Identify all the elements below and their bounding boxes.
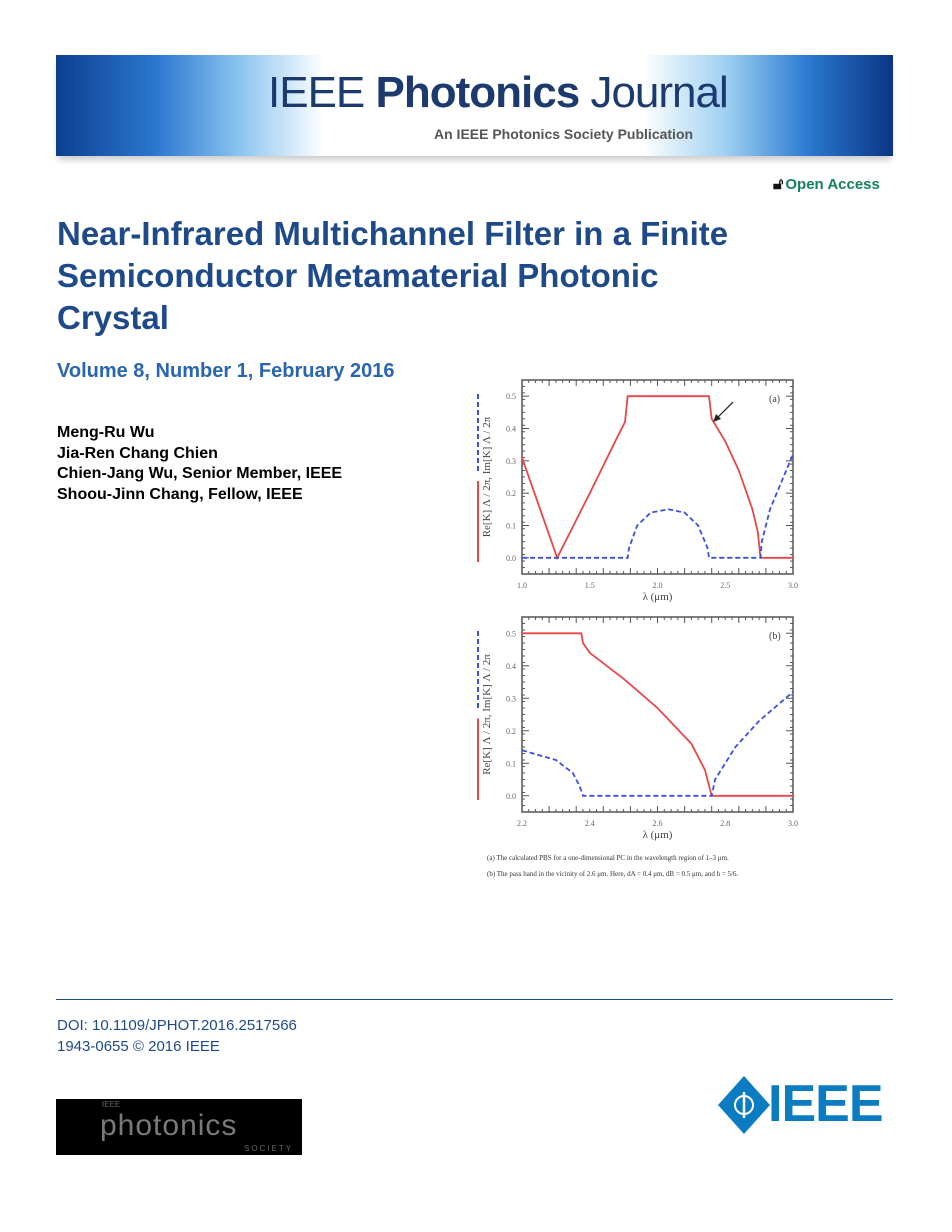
y-tick-label: 0.0 (506, 554, 516, 563)
y-tick-label: 0.2 (506, 489, 516, 498)
doi-block: DOI: 10.1109/JPHOT.2016.2517566 1943-065… (57, 1015, 297, 1057)
x-tick-label: 1.0 (517, 581, 527, 590)
logo-ieee-word: IEEE (102, 1100, 121, 1109)
chart-panel-a: 0.0 0.1 0.2 0.3 0.4 0.5 1.0 1.5 2.0 2.5 3.0 λ (μm) R… (477, 379, 798, 603)
caption-b: (b) The pass band in the vicinity of 2.6… (487, 870, 739, 878)
author: Shoou-Jinn Chang, Fellow, IEEE (57, 485, 303, 503)
x-axis-label: λ (μm) (643, 591, 673, 603)
figure: 0.0 0.1 0.2 0.3 0.4 0.5 1.0 1.5 2.0 2.5 3.0 λ (μm) R… (477, 379, 798, 841)
y-axis-label: Re[K] Λ / 2π, Im[K] Λ / 2π (481, 654, 493, 775)
im-k-series-line (521, 691, 794, 797)
journal-subtitle: An IEEE Photonics Society Publication (434, 126, 694, 142)
x-tick-label: 2.5 (720, 581, 730, 590)
ieee-logo-text: IEEE (768, 1075, 883, 1133)
y-tick-label: 0.1 (506, 759, 516, 768)
article-title: Near-Infrared Multichannel Filter in a F… (57, 215, 729, 336)
y-tick-label: 0.2 (506, 727, 516, 736)
journal-suffix: Journal (590, 68, 728, 117)
im-k-series-line (522, 454, 794, 559)
y-tick-label: 0.5 (506, 392, 516, 401)
author: Jia-Ren Chang Chien (57, 444, 218, 462)
y-tick-label: 0.3 (506, 457, 516, 466)
issn-copyright: 1943-0655 © 2016 IEEE (57, 1038, 220, 1055)
author-list: Meng-Ru Wu Jia-Ren Chang Chien Chien-Jan… (57, 423, 342, 505)
y-tick-label: 0.1 (506, 522, 516, 531)
ieee-logo: IEEE (716, 1074, 883, 1141)
x-tick-label: 1.5 (585, 581, 595, 590)
y-tick-label: 0.4 (506, 662, 516, 671)
y-label-re: Re[K] Λ / 2π, (481, 712, 493, 775)
y-label-re: Re[K] Λ / 2π, (481, 474, 493, 537)
ieee-diamond-icon (718, 1076, 770, 1134)
divider (56, 999, 893, 1000)
open-lock-icon: 🔓︎ (773, 176, 784, 193)
re-k-series-line (521, 395, 793, 561)
open-access-badge[interactable]: 🔓︎ Open Access (773, 176, 880, 194)
volume-info: Volume 8, Number 1, February 2016 (57, 360, 395, 382)
x-tick-label: 3.0 (788, 819, 798, 828)
plot-frame (521, 616, 794, 813)
journal-bold: Photonics (375, 68, 581, 117)
re-k-series-line (522, 632, 793, 797)
y-tick-label: 0.3 (506, 694, 516, 703)
caption-a: (a) The calculated PBS for a one-dimensi… (487, 854, 729, 862)
journal-title: IEEE Photonics Journal (268, 68, 729, 117)
x-tick-label: 2.8 (720, 819, 730, 828)
x-tick-label: 2.4 (585, 819, 595, 828)
author: Meng-Ru Wu (57, 424, 155, 441)
panel-label: (b) (769, 631, 781, 642)
open-access-label: Open Access (785, 176, 880, 193)
y-tick-label: 0.4 (506, 425, 516, 434)
y-tick-label: 0.0 (506, 792, 516, 801)
plot-frame (521, 379, 794, 575)
logo-photonics-word: photonics (100, 1109, 238, 1142)
y-label-im: Im[K] Λ / 2π (481, 416, 493, 474)
journal-banner: IEEE Photonics Journal An IEEE Photonics… (56, 55, 893, 156)
x-tick-label: 2.0 (653, 581, 663, 590)
figure-caption: (a) The calculated PBS for a one-dimensi… (487, 850, 738, 882)
annotation-arrowhead (713, 414, 722, 423)
y-axis-label: Re[K] Λ / 2π, Im[K] Λ / 2π (481, 416, 493, 537)
y-label-im: Im[K] Λ / 2π (481, 654, 493, 712)
chart-panel-b: 0.0 0.1 0.2 0.3 0.4 0.5 2.2 2.4 2.6 2.8 3.0 λ (μm) R… (477, 616, 798, 841)
y-tick-label: 0.5 (506, 629, 516, 638)
x-axis-label: λ (μm) (643, 829, 673, 841)
photonics-society-logo: IEEE photonics SOCIETY (56, 1099, 302, 1155)
x-tick-label: 3.0 (788, 581, 798, 590)
x-tick-label: 2.6 (653, 819, 663, 828)
x-tick-label: 2.2 (517, 819, 527, 828)
panel-label: (a) (769, 394, 780, 405)
logo-society-word: SOCIETY (244, 1144, 294, 1153)
doi[interactable]: DOI: 10.1109/JPHOT.2016.2517566 (57, 1017, 297, 1034)
author: Chien-Jang Wu, Senior Member, IEEE (57, 465, 343, 482)
journal-prefix: IEEE (268, 68, 365, 117)
